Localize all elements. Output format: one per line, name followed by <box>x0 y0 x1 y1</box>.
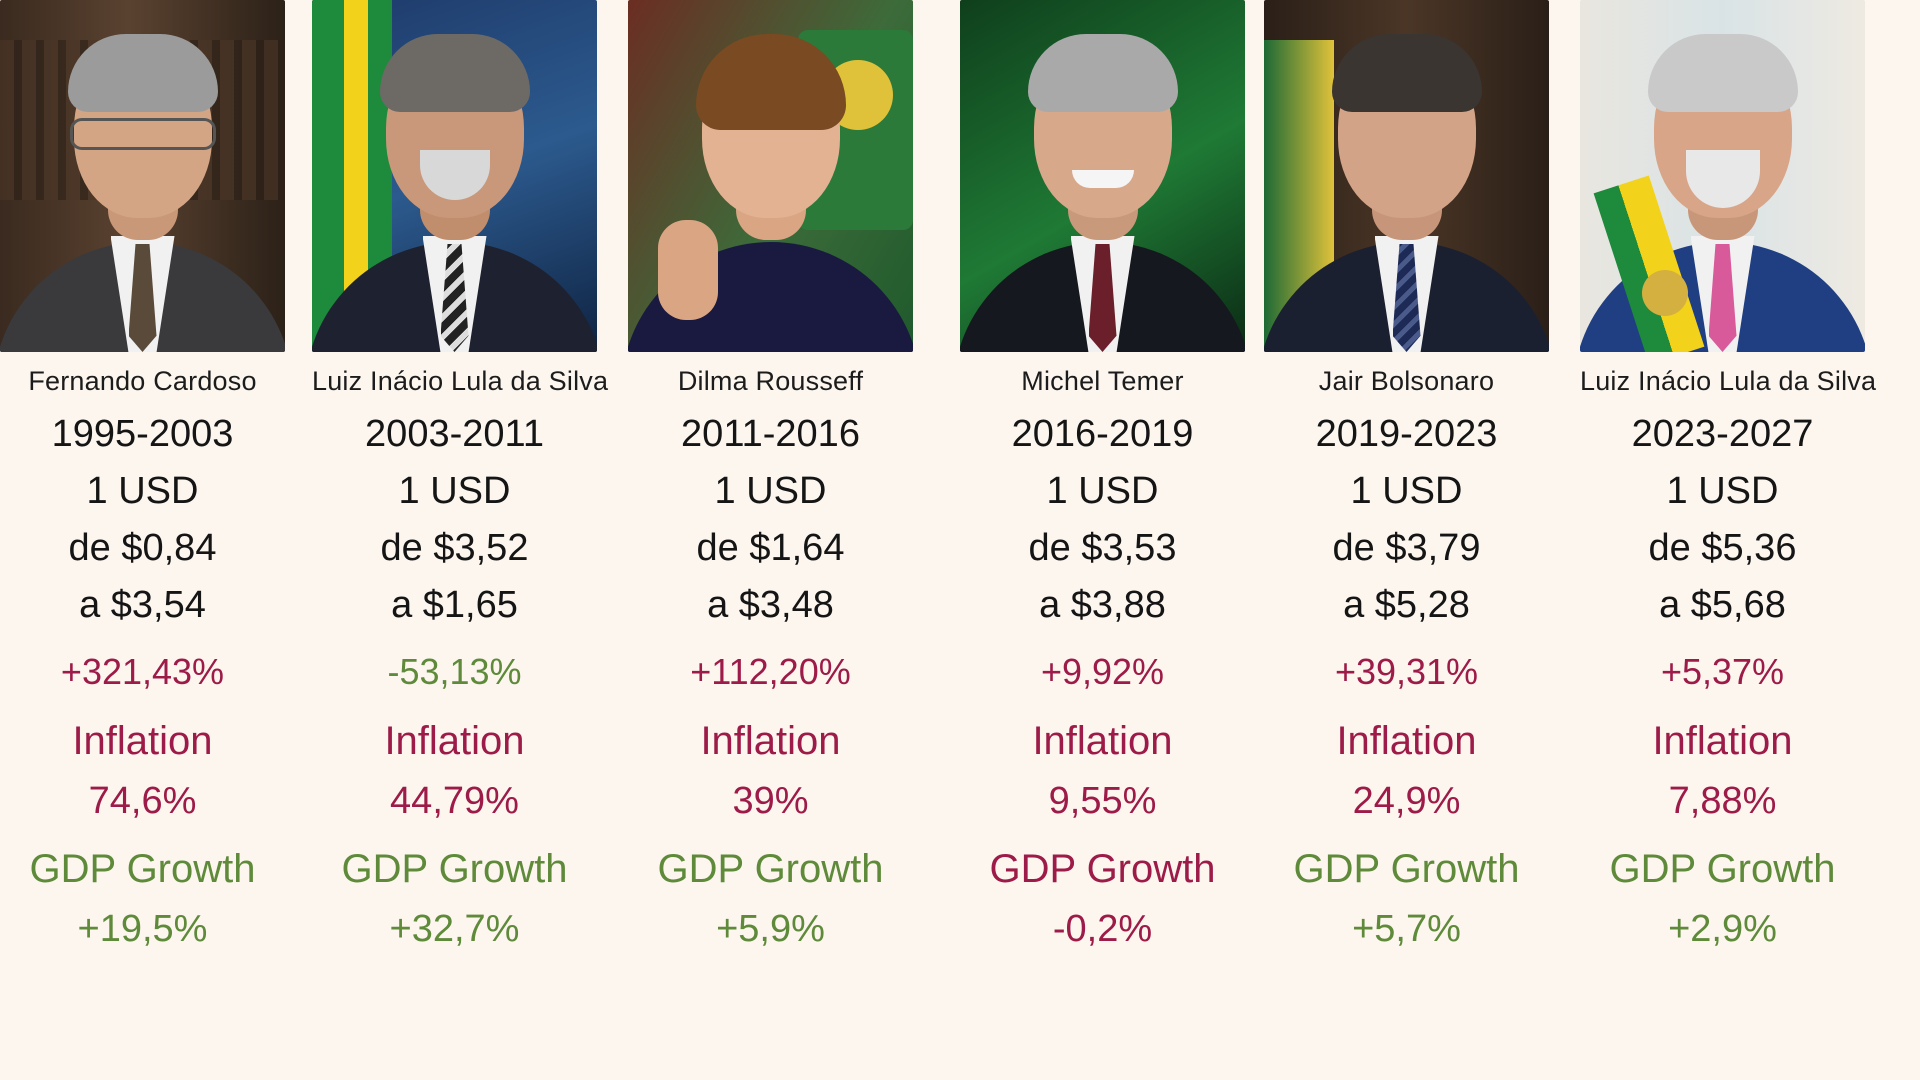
currency-unit: 1 USD <box>398 470 511 512</box>
term-years: 2023-2027 <box>1631 413 1814 455</box>
president-column: Dilma Rousseff 2011-2016 1 USD de $1,64 … <box>628 0 913 951</box>
gdp-growth-value: +2,9% <box>1668 908 1777 950</box>
inflation-value: 9,55% <box>1048 780 1157 822</box>
president-portrait <box>628 0 913 352</box>
inflation-label: Inflation <box>1652 719 1793 763</box>
currency-unit: 1 USD <box>714 470 827 512</box>
president-name: Luiz Inácio Lula da Silva <box>1580 366 1877 396</box>
gdp-growth-label: GDP Growth <box>29 847 256 891</box>
exchange-rate-end: a $3,54 <box>79 584 206 626</box>
term-years: 2016-2019 <box>1011 413 1194 455</box>
president-name: Michel Temer <box>1021 366 1184 396</box>
gdp-growth-label: GDP Growth <box>1609 847 1836 891</box>
exchange-rate-end: a $5,68 <box>1659 584 1786 626</box>
exchange-rate-end: a $5,28 <box>1343 584 1470 626</box>
gdp-growth-label: GDP Growth <box>657 847 884 891</box>
gdp-growth-value: +19,5% <box>77 908 208 950</box>
gdp-growth-value: +32,7% <box>389 908 520 950</box>
inflation-label: Inflation <box>1032 719 1173 763</box>
inflation-value: 39% <box>732 780 809 822</box>
exchange-rate-start: de $5,36 <box>1648 527 1797 569</box>
inflation-label: Inflation <box>700 719 841 763</box>
exchange-rate-change: -53,13% <box>387 651 522 692</box>
exchange-rate-change: +9,92% <box>1040 651 1165 692</box>
term-years: 2019-2023 <box>1315 413 1498 455</box>
president-column: Jair Bolsonaro 2019-2023 1 USD de $3,79 … <box>1264 0 1549 951</box>
currency-unit: 1 USD <box>86 470 199 512</box>
gdp-growth-label: GDP Growth <box>1293 847 1520 891</box>
president-column: Luiz Inácio Lula da Silva 2003-2011 1 US… <box>312 0 609 951</box>
president-portrait <box>312 0 597 352</box>
inflation-value: 24,9% <box>1352 780 1461 822</box>
inflation-value: 74,6% <box>88 780 197 822</box>
gdp-growth-value: -0,2% <box>1052 908 1153 950</box>
exchange-rate-start: de $1,64 <box>696 527 845 569</box>
gdp-growth-label: GDP Growth <box>341 847 568 891</box>
president-name: Jair Bolsonaro <box>1318 366 1495 396</box>
term-years: 1995-2003 <box>51 413 234 455</box>
term-years: 2011-2016 <box>681 413 860 455</box>
exchange-rate-start: de $0,84 <box>68 527 217 569</box>
currency-unit: 1 USD <box>1046 470 1159 512</box>
exchange-rate-start: de $3,79 <box>1332 527 1481 569</box>
inflation-value: 7,88% <box>1668 780 1777 822</box>
president-portrait <box>1264 0 1549 352</box>
president-portrait <box>960 0 1245 352</box>
president-column: Luiz Inácio Lula da Silva 2023-2027 1 US… <box>1580 0 1877 951</box>
exchange-rate-start: de $3,52 <box>380 527 529 569</box>
exchange-rate-start: de $3,53 <box>1028 527 1177 569</box>
currency-unit: 1 USD <box>1350 470 1463 512</box>
gdp-growth-value: +5,7% <box>1352 908 1461 950</box>
exchange-rate-end: a $3,88 <box>1039 584 1166 626</box>
inflation-label: Inflation <box>72 719 213 763</box>
inflation-label: Inflation <box>384 719 525 763</box>
exchange-rate-change: +5,37% <box>1660 651 1785 692</box>
president-portrait <box>1580 0 1865 352</box>
president-name: Fernando Cardoso <box>28 366 257 396</box>
term-years: 2003-2011 <box>365 413 544 455</box>
inflation-label: Inflation <box>1336 719 1477 763</box>
exchange-rate-end: a $3,48 <box>707 584 834 626</box>
president-portrait <box>0 0 285 352</box>
exchange-rate-change: +112,20% <box>690 651 851 692</box>
exchange-rate-end: a $1,65 <box>391 584 518 626</box>
president-name: Dilma Rousseff <box>677 366 864 396</box>
president-column: Michel Temer 2016-2019 1 USD de $3,53 a … <box>960 0 1245 951</box>
president-name: Luiz Inácio Lula da Silva <box>312 366 609 396</box>
exchange-rate-change: +321,43% <box>60 651 225 692</box>
gdp-growth-value: +5,9% <box>716 908 825 950</box>
currency-unit: 1 USD <box>1666 470 1779 512</box>
exchange-rate-change: +39,31% <box>1334 651 1479 692</box>
president-column: Fernando Cardoso 1995-2003 1 USD de $0,8… <box>0 0 285 951</box>
inflation-value: 44,79% <box>390 780 519 822</box>
gdp-growth-label: GDP Growth <box>989 847 1216 891</box>
